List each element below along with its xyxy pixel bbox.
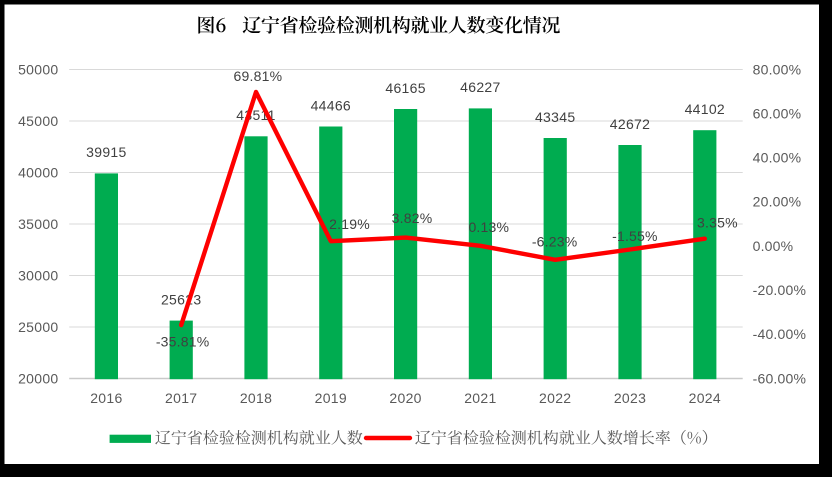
svg-text:2018: 2018	[240, 390, 272, 406]
svg-text:2.19%: 2.19%	[329, 216, 370, 232]
svg-text:35000: 35000	[18, 216, 58, 232]
svg-text:2019: 2019	[315, 390, 347, 406]
svg-text:25623: 25623	[161, 291, 201, 307]
svg-text:-6.23%: -6.23%	[532, 233, 578, 249]
svg-text:2022: 2022	[539, 390, 571, 406]
svg-text:25000: 25000	[18, 319, 58, 335]
svg-text:45000: 45000	[18, 113, 58, 129]
svg-text:2024: 2024	[689, 390, 721, 406]
svg-text:0.00%: 0.00%	[753, 238, 794, 254]
svg-text:-20.00%: -20.00%	[753, 282, 807, 298]
svg-text:-35.81%: -35.81%	[156, 334, 210, 350]
svg-text:2023: 2023	[614, 390, 646, 406]
svg-text:30000: 30000	[18, 267, 58, 283]
svg-text:-1.55%: -1.55%	[612, 228, 658, 244]
svg-text:0.13%: 0.13%	[468, 219, 509, 235]
svg-text:-60.00%: -60.00%	[753, 370, 807, 386]
svg-text:20000: 20000	[18, 370, 58, 386]
svg-text:46227: 46227	[460, 79, 500, 95]
svg-text:2020: 2020	[389, 390, 421, 406]
svg-text:44466: 44466	[311, 97, 351, 113]
svg-text:40000: 40000	[18, 164, 58, 180]
svg-text:40.00%: 40.00%	[753, 150, 802, 166]
svg-text:43345: 43345	[535, 109, 575, 125]
svg-text:80.00%: 80.00%	[753, 61, 802, 77]
svg-text:50000: 50000	[18, 61, 58, 77]
svg-text:42672: 42672	[610, 116, 650, 132]
svg-text:3.35%: 3.35%	[697, 215, 738, 231]
svg-text:60.00%: 60.00%	[753, 105, 802, 121]
svg-text:2021: 2021	[464, 390, 496, 406]
svg-text:39915: 39915	[86, 144, 126, 160]
svg-text:2016: 2016	[90, 390, 122, 406]
svg-text:46165: 46165	[385, 80, 425, 96]
svg-text:69.81%: 69.81%	[234, 68, 283, 84]
svg-text:44102: 44102	[685, 101, 725, 117]
svg-text:3.82%: 3.82%	[392, 210, 433, 226]
svg-text:20.00%: 20.00%	[753, 194, 802, 210]
svg-text:-40.00%: -40.00%	[753, 326, 807, 342]
svg-text:2017: 2017	[165, 390, 197, 406]
